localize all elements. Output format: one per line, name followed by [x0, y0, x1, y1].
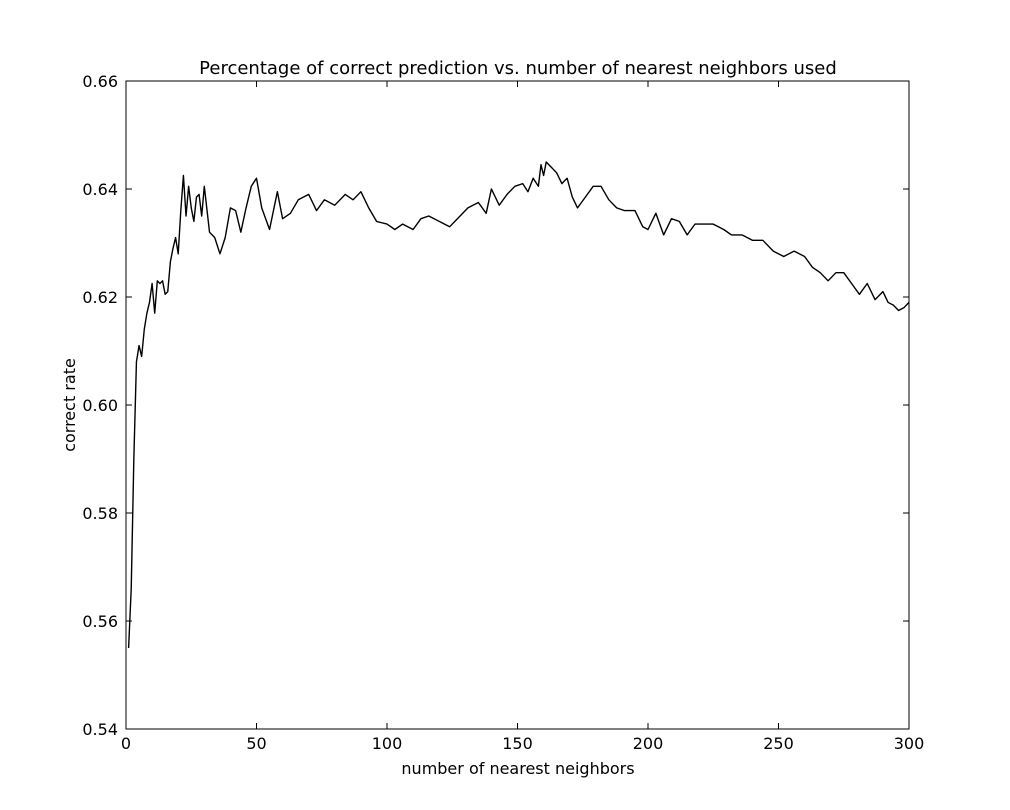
x-tick-label-6: 300 — [894, 734, 925, 753]
x-tick-label-4: 200 — [633, 734, 664, 753]
x-tick-label-5: 250 — [763, 734, 794, 753]
y-tick-label-5: 0.64 — [82, 180, 118, 199]
y-tick-label-1: 0.56 — [82, 612, 118, 631]
x-tick-label-2: 100 — [372, 734, 403, 753]
y-tick-label-2: 0.58 — [82, 504, 118, 523]
chart-title: Percentage of correct prediction vs. num… — [199, 58, 837, 79]
x-tick-label-0: 0 — [121, 734, 131, 753]
y-axis-label: correct rate — [60, 358, 79, 452]
y-tick-label-3: 0.60 — [82, 396, 118, 415]
series-line-0 — [127, 161, 910, 649]
x-tick-label-1: 50 — [246, 734, 266, 753]
x-axis-label: number of nearest neighbors — [401, 759, 634, 778]
plot-frame — [125, 80, 910, 730]
plot-area: 0 50 100 150 200 250 300 0.54 0.56 0.58 0.60 0.62 0.… — [82, 72, 924, 753]
y-tick-label-4: 0.62 — [82, 288, 118, 307]
y-tick-label-6: 0.66 — [82, 72, 118, 91]
y-tick-label-0: 0.54 — [82, 720, 118, 739]
x-tick-label-3: 150 — [502, 734, 533, 753]
